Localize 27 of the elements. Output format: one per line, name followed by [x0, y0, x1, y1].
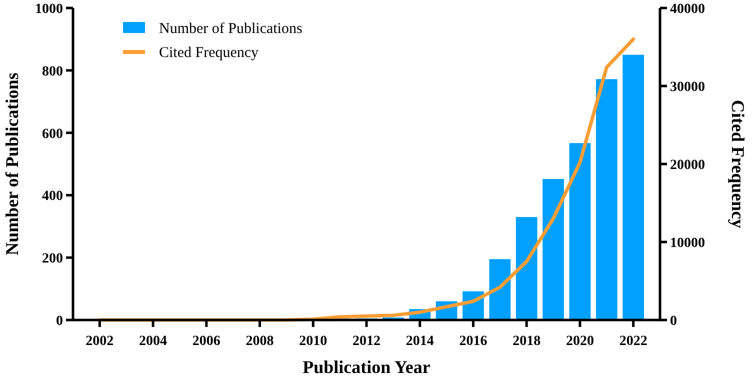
x-axis-title: Publication Year [302, 357, 430, 377]
y-tick-label: 200 [42, 252, 63, 267]
y-tick-label: 0 [56, 314, 63, 329]
y2-tick-label: 20000 [670, 158, 705, 173]
legend-label: Cited Frequency [159, 45, 260, 61]
x-tick-label: 2004 [139, 334, 168, 349]
x-tick-label: 2014 [406, 334, 434, 349]
y2-tick-label: 30000 [670, 80, 705, 95]
x-tick-label: 2008 [246, 334, 274, 349]
y2-tick-label: 0 [670, 314, 677, 329]
y-tick-label: 1000 [35, 2, 63, 17]
y-axis-title: Number of Publications [2, 72, 22, 256]
x-tick-label: 2010 [299, 334, 328, 349]
x-tick-label: 2020 [566, 334, 594, 349]
x-tick-label: 2022 [619, 334, 648, 349]
x-tick-label: 2002 [86, 334, 114, 349]
x-tick-label: 2006 [192, 334, 220, 349]
legend-label: Number of Publications [159, 21, 302, 37]
y-tick-label: 600 [42, 126, 63, 142]
x-tick-label: 2012 [352, 334, 380, 349]
y2-tick-label: 40000 [670, 2, 705, 17]
y-tick-label: 400 [42, 189, 63, 204]
y2-axis-title: Cited Frequency [728, 100, 748, 228]
x-tick-label: 2016 [459, 334, 488, 349]
y-tick-label: 800 [42, 64, 63, 80]
y2-tick-label: 10000 [670, 236, 705, 251]
x-tick-label: 2018 [512, 334, 541, 349]
